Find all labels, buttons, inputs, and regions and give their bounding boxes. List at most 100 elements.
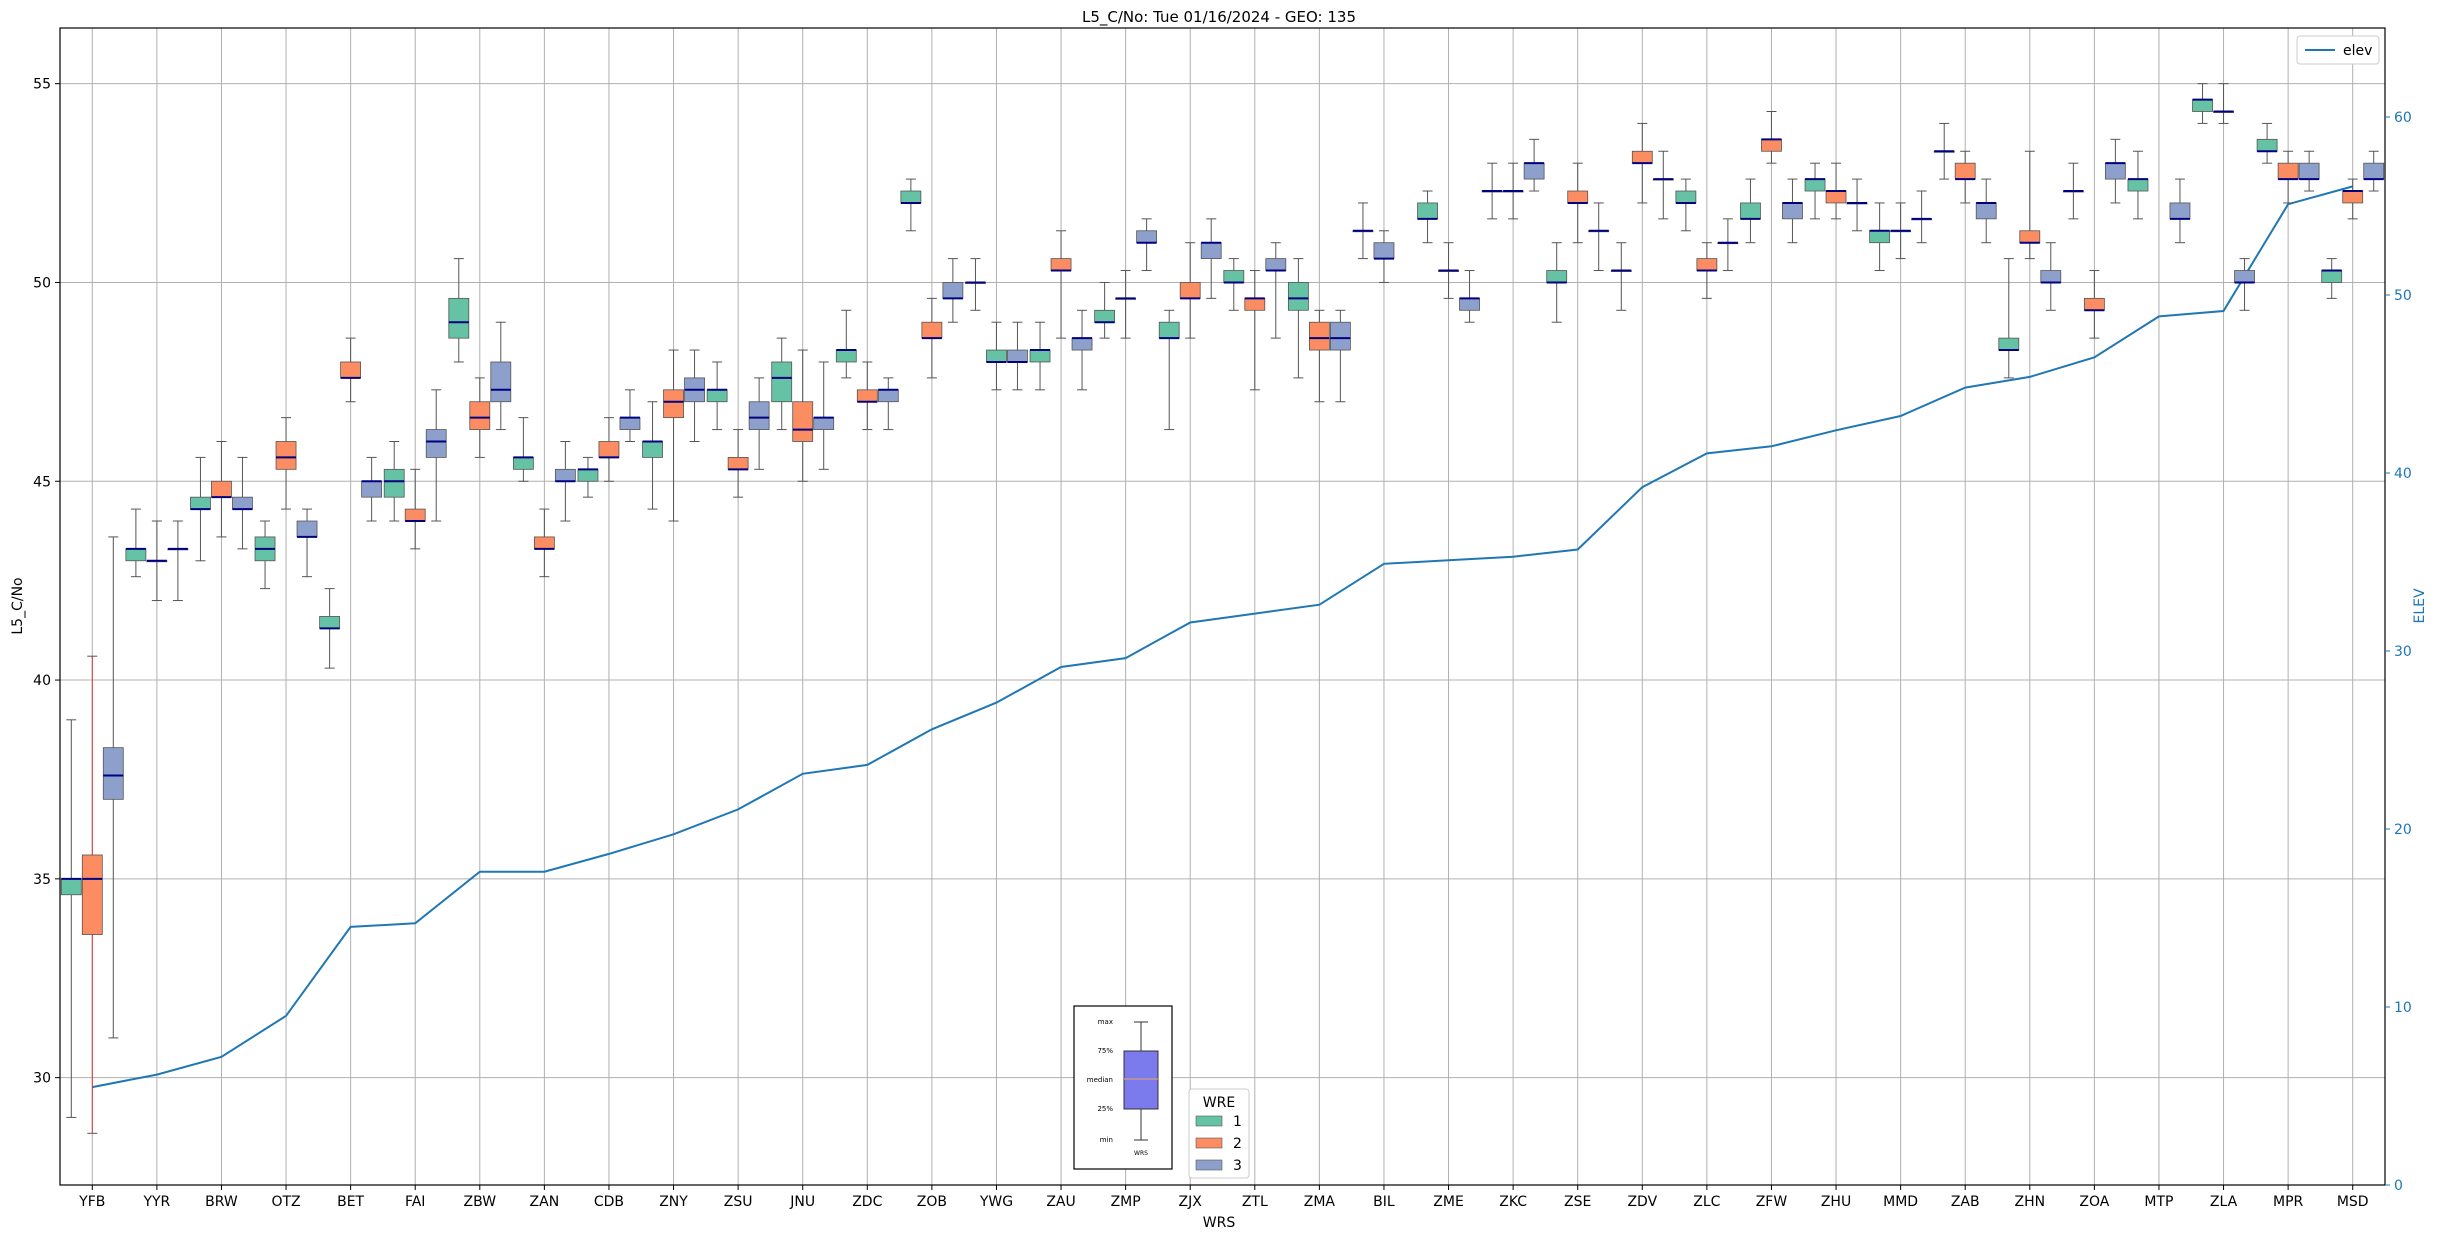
grid [60,28,2385,1185]
box-body [1050,258,1072,271]
plot-background [60,28,2385,1185]
box-ZOA-wre1 [2062,162,2084,220]
box-ZLA-wre1 [2192,83,2213,124]
box-ZHU-wre1 [1804,162,1826,220]
box-ZNY-wre3 [684,349,705,442]
box-body [1546,270,1568,283]
box-ZTL-wre2 [1244,270,1266,391]
box-ZDV-wre3 [1652,150,1674,220]
x-tick-label: ZLC [1693,1194,1720,1210]
box-body [404,508,426,522]
box-YWG-wre3 [1007,321,1028,391]
box-JNU-wre2 [792,349,814,482]
x-tick-label: ZMA [1304,1194,1336,1210]
box-body [813,417,835,430]
x-tick-label: ZSU [724,1194,753,1210]
box-body [771,361,793,403]
wre-legend-title: WRE [1203,1095,1235,1111]
box-ZJX-wre3 [1200,218,1222,299]
box-ZTL-wre3 [1265,242,1287,339]
box-YYR-wre2 [146,520,168,602]
x-tick-label: ZME [1433,1194,1464,1210]
wre-legend-label-1: 1 [1233,1114,1242,1130]
box-ZFW-wre1 [1740,178,1761,244]
box-body [1094,309,1116,323]
box-ZDC-wre1 [835,309,857,379]
box-body [1007,349,1028,363]
box-body [81,854,103,935]
box-ZHU-wre3 [1846,178,1868,232]
y2-tick-label: 10 [2394,1000,2412,1016]
x-tick-label: ZTL [1242,1194,1268,1210]
box-body [2256,138,2278,152]
box-body [2040,270,2062,283]
box-YFB-wre1 [60,719,82,1118]
box-body [1029,349,1051,363]
box-MMD-wre3 [1911,190,1933,244]
box-BET-wre2 [340,337,362,403]
box-OTZ-wre3 [296,508,318,578]
box-ZOA-wre2 [2083,270,2105,339]
box-body [554,468,576,482]
box-body [275,441,297,470]
x-tick-label: MMD [1883,1194,1918,1210]
box-ZAB-wre1 [1933,122,1955,180]
box-MSD-wre1 [2321,258,2343,299]
box-body [1287,282,1309,311]
box-ZME-wre1 [1417,190,1438,244]
box-ZJX-wre2 [1179,242,1201,339]
box-ZBW-wre2 [469,377,491,458]
box-body [2127,178,2149,192]
box-body [1459,297,1480,311]
box-body [512,457,534,470]
box-body [448,297,470,339]
elevation-layer [92,185,2353,1089]
x-tick-label: YWG [979,1194,1013,1210]
wre-legend-swatch-1 [1195,1115,1223,1127]
box-ZDC-wre2 [856,361,878,431]
box-ZAU-wre3 [1071,309,1093,391]
box-ZLA-wre3 [2234,258,2255,311]
box-body [319,616,341,629]
x-tick-label: MPR [2273,1194,2304,1210]
box-ZNY-wre1 [642,401,663,510]
box-body [619,417,641,430]
box-JNU-wre3 [813,361,835,470]
box-ZLC-wre1 [1675,178,1697,232]
box-body [663,389,684,419]
box-ZHN-wre2 [2019,150,2041,260]
box-body [2192,99,2213,112]
wre-legend-frame [1188,1088,1250,1179]
wre-legend-label-3: 3 [1233,1158,1242,1174]
box-body [642,441,663,458]
box-BIL-wre3 [1373,230,1395,283]
box-YWG-wre2 [965,258,986,311]
box-body [2298,162,2320,180]
box-body [1804,178,1826,192]
box-ZOA-wre3 [2104,138,2126,204]
x-tick-label: MTP [2144,1194,2173,1210]
box-ZAN-wre1 [512,417,534,482]
box-YFB-wre3 [102,536,124,1039]
box-body [900,190,922,204]
box-body [2321,270,2343,283]
y2-tick-label: 20 [2394,822,2412,838]
box-body [2169,202,2191,220]
box-MSD-wre3 [2363,150,2385,192]
box-body [232,496,253,510]
box-body [1631,150,1653,164]
y-tick-label: 55 [33,77,51,93]
box-ZDV-wre1 [1610,242,1632,311]
box-body [1200,242,1222,260]
box-body [1567,190,1589,204]
box-ZAN-wre2 [533,508,555,578]
box-ZAU-wre1 [1029,321,1051,391]
box-key: max 75% median 25% min WRS [1073,1005,1173,1170]
wre-legend-swatch-2 [1195,1137,1223,1149]
box-BRW-wre2 [211,440,232,538]
wre-legend-swatch-3 [1195,1159,1223,1171]
box-ZME-wre2 [1438,242,1459,299]
box-ZHN-wre3 [2040,242,2062,311]
box-body [2104,162,2126,180]
